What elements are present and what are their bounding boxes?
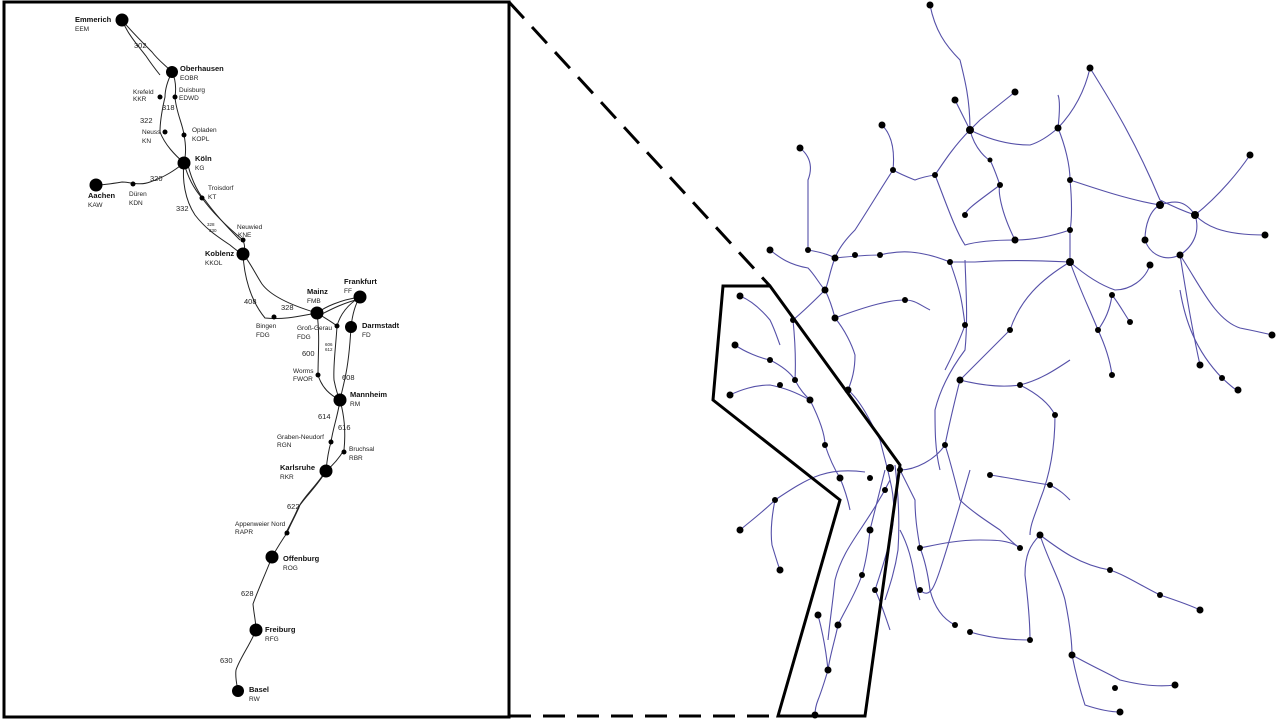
line-number: 328 [207, 222, 215, 227]
zoom-region-outline [711, 284, 902, 718]
station-code: RW [249, 696, 261, 703]
station-name: Aachen [88, 191, 116, 200]
line-number: 612 [325, 347, 333, 352]
station-code: RBR [349, 455, 363, 462]
station-name: Troisdorf [208, 185, 234, 192]
station-name: Karlsruhe [280, 463, 315, 472]
station-code: FWOR [293, 376, 313, 383]
station-code: EDWD [179, 95, 199, 102]
line-number: 630 [220, 656, 233, 665]
station-name: Mannheim [350, 390, 387, 399]
station-code: EOBR [180, 75, 199, 82]
detail-station-labels: Emmerich EEM Oberhausen EOBR Krefeld KKR… [75, 15, 400, 703]
station-name: Basel [249, 685, 269, 694]
station-code: FDG [256, 332, 270, 339]
station-name: Krefeld [133, 89, 154, 96]
detail-station-dots [89, 13, 367, 697]
network-nodes [726, 1, 1276, 719]
station-code: FMB [307, 298, 321, 305]
station-name: Emmerich [75, 15, 112, 24]
line-number: 318 [162, 103, 175, 112]
station-code: ROG [283, 565, 298, 572]
station-name: Appenweier Nord [235, 521, 286, 528]
line-number: 320 [150, 174, 163, 183]
station-code: KKR [133, 96, 147, 103]
station-code: RKR [280, 474, 294, 481]
station-name: Darmstadt [362, 321, 400, 330]
station-code: KNE [238, 232, 252, 239]
line-number: 600 [302, 349, 315, 358]
line-number: 330 [209, 228, 217, 233]
station-code: KT [208, 194, 216, 201]
station-code: RAPR [235, 529, 253, 536]
network-overview-map [726, 1, 1276, 719]
station-code: KDN [129, 200, 143, 207]
line-number: 328 [281, 303, 294, 312]
station-name: Köln [195, 154, 212, 163]
station-code: KAW [88, 202, 103, 209]
station-code: KOPL [192, 136, 210, 143]
station-name: Neuss [142, 129, 161, 136]
line-number: 628 [241, 589, 254, 598]
station-name: Graben-Neudorf [277, 434, 324, 441]
station-name: Mainz [307, 287, 328, 296]
station-code: FF [344, 288, 352, 295]
station-name: Opladen [192, 127, 217, 134]
detail-map: Emmerich EEM Oberhausen EOBR Krefeld KKR… [2, 0, 511, 719]
line-number: 408 [244, 297, 257, 306]
station-name: Duisburg [179, 87, 205, 94]
station-name: Bingen [256, 323, 277, 330]
detail-map-frame [2, 0, 511, 719]
station-name: Frankfurt [344, 277, 377, 286]
station-code: RFG [265, 636, 279, 643]
line-number: 322 [140, 116, 153, 125]
station-code: FD [362, 332, 371, 339]
station-name: Neuwied [237, 224, 263, 231]
station-name: Düren [129, 191, 147, 198]
line-number: 614 [318, 412, 331, 421]
detail-line-numbers: 302 318 322 320 332 328 330 408 328 600 … [134, 41, 355, 665]
line-number: 606 [325, 342, 333, 347]
zoom-connector-lines [507, 0, 778, 718]
station-name: Bruchsal [349, 446, 375, 453]
line-number: 608 [342, 373, 355, 382]
line-number: 302 [134, 41, 147, 50]
station-code: KG [195, 165, 204, 172]
station-code: FDG [297, 334, 311, 341]
station-code: KN [142, 138, 151, 145]
station-code: EEM [75, 26, 89, 33]
line-number: 616 [338, 423, 351, 432]
network-edges [729, 4, 1273, 716]
station-name: Worms [293, 368, 314, 375]
station-name: Offenburg [283, 554, 320, 563]
line-number: 332 [176, 204, 189, 213]
station-name: Koblenz [205, 249, 234, 258]
station-name: Groß-Gerau [297, 325, 332, 332]
station-code: KKOL [205, 260, 223, 267]
line-number: 622 [287, 502, 300, 511]
station-name: Oberhausen [180, 64, 224, 73]
station-name: Freiburg [265, 625, 296, 634]
station-code: RM [350, 401, 360, 408]
station-code: RGN [277, 442, 292, 449]
